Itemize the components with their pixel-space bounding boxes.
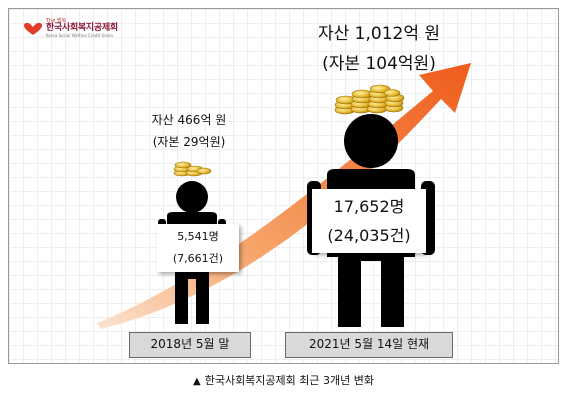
date-2021-label: 2021년 5월 14일 현재 (285, 332, 453, 358)
members-2021-card: 17,652명 (24,035건) (312, 189, 426, 253)
triangle-marker-icon: ▲ (193, 376, 201, 387)
figure-caption: ▲ 한국사회복지공제회 최근 3개년 변화 (0, 372, 567, 388)
logo: The 행복 한국사회복지공제회 Korea Social Welfare Cr… (23, 19, 118, 38)
members-2018-card: 5,541명 (7,661건) (157, 224, 239, 272)
members-2021-count: 17,652명 (333, 197, 405, 216)
cases-2021-count: (24,035건) (327, 226, 411, 245)
asset-2021-line2: (자본 104억원) (322, 54, 436, 74)
growth-arrow (97, 63, 471, 329)
caption-text: 한국사회복지공제회 최근 3개년 변화 (204, 374, 374, 387)
logo-name: 한국사회복지공제회 (46, 23, 118, 33)
logo-heart-icon (24, 22, 42, 35)
coins-small-icon (173, 161, 212, 177)
asset-2018-line2: (자본 29억원) (152, 135, 226, 149)
members-2018-count: 5,541명 (177, 230, 219, 243)
date-2018-label: 2018년 5월 말 (129, 332, 251, 358)
asset-2018-label: 자산 466억 원 (자본 29억원) (129, 109, 249, 153)
asset-2018-line1: 자산 466억 원 (151, 113, 227, 127)
logo-english-name: Korea Social Welfare Credit Union (46, 33, 114, 38)
cases-2018-count: (7,661건) (172, 252, 224, 265)
infographic-frame: The 행복 한국사회복지공제회 Korea Social Welfare Cr… (8, 8, 559, 364)
coins-large-icon (334, 84, 405, 115)
logo-tagline: The 행복 (46, 18, 67, 24)
asset-2021-line1: 자산 1,012억 원 (317, 24, 441, 44)
asset-2021-label: 자산 1,012억 원 (자본 104억원) (269, 19, 489, 79)
